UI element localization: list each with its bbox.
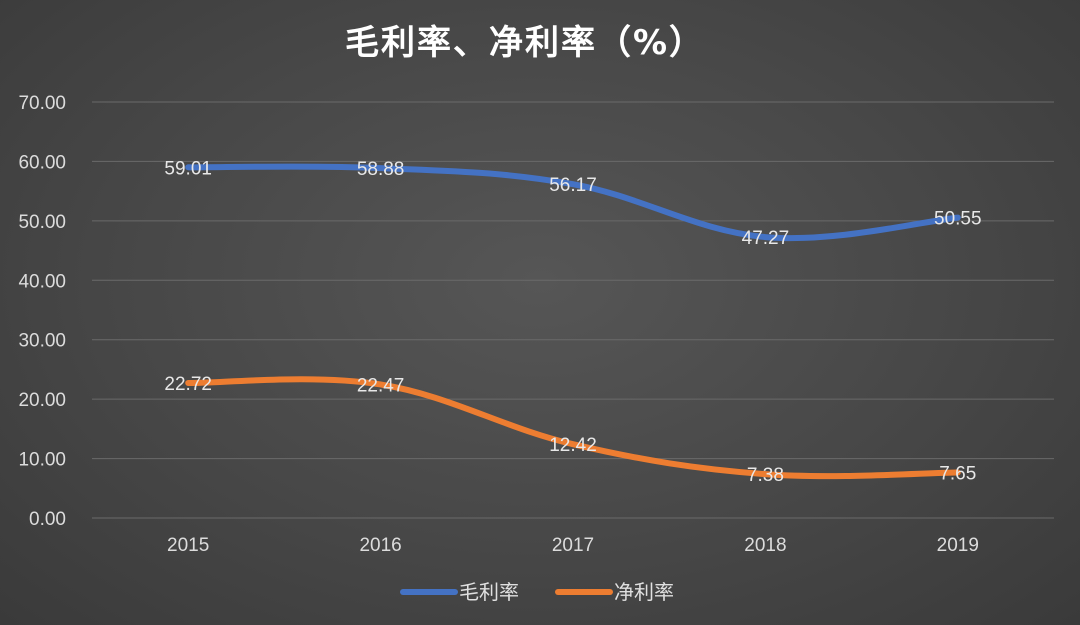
chart-title: 毛利率、净利率（%） xyxy=(345,23,705,63)
y-tick-label: 30.00 xyxy=(18,331,66,352)
legend-label: 毛利率 xyxy=(459,580,519,604)
data-label: 56.17 xyxy=(549,175,597,196)
x-tick-label: 2015 xyxy=(167,535,209,556)
data-label: 7.65 xyxy=(939,464,976,485)
data-label: 7.38 xyxy=(747,465,784,486)
y-tick-label: 20.00 xyxy=(18,390,66,411)
data-label: 47.27 xyxy=(742,228,790,249)
gridlines xyxy=(92,101,1054,519)
legend: 毛利率 净利率 xyxy=(400,580,674,604)
x-axis-ticks: 2015 2016 2017 2018 2019 xyxy=(167,535,979,556)
y-tick-label: 60.00 xyxy=(18,152,66,173)
series-lines xyxy=(185,163,961,480)
y-tick-label: 40.00 xyxy=(18,271,66,292)
data-labels: 59.01 58.88 56.17 47.27 50.55 22.72 22.47 12.42… xyxy=(164,158,981,486)
x-tick-label: 2018 xyxy=(744,535,786,556)
y-tick-label: 70.00 xyxy=(18,93,66,114)
legend-label: 净利率 xyxy=(614,580,674,604)
x-tick-label: 2017 xyxy=(552,535,594,556)
data-label: 22.47 xyxy=(357,375,405,396)
y-axis-ticks: 0.00 10.00 20.00 30.00 40.00 50.00 60.00 70.00 xyxy=(18,93,66,530)
y-tick-label: 50.00 xyxy=(18,212,66,233)
x-tick-label: 2016 xyxy=(359,535,401,556)
series-line-1 xyxy=(185,376,961,480)
series-line-0 xyxy=(185,163,961,242)
data-label: 59.01 xyxy=(164,158,212,179)
data-label: 22.72 xyxy=(164,374,212,395)
y-tick-label: 10.00 xyxy=(18,450,66,471)
data-label: 58.88 xyxy=(357,159,405,180)
data-label: 50.55 xyxy=(934,209,982,230)
y-tick-label: 0.00 xyxy=(29,509,66,530)
data-label: 12.42 xyxy=(549,435,597,456)
x-tick-label: 2019 xyxy=(937,535,979,556)
